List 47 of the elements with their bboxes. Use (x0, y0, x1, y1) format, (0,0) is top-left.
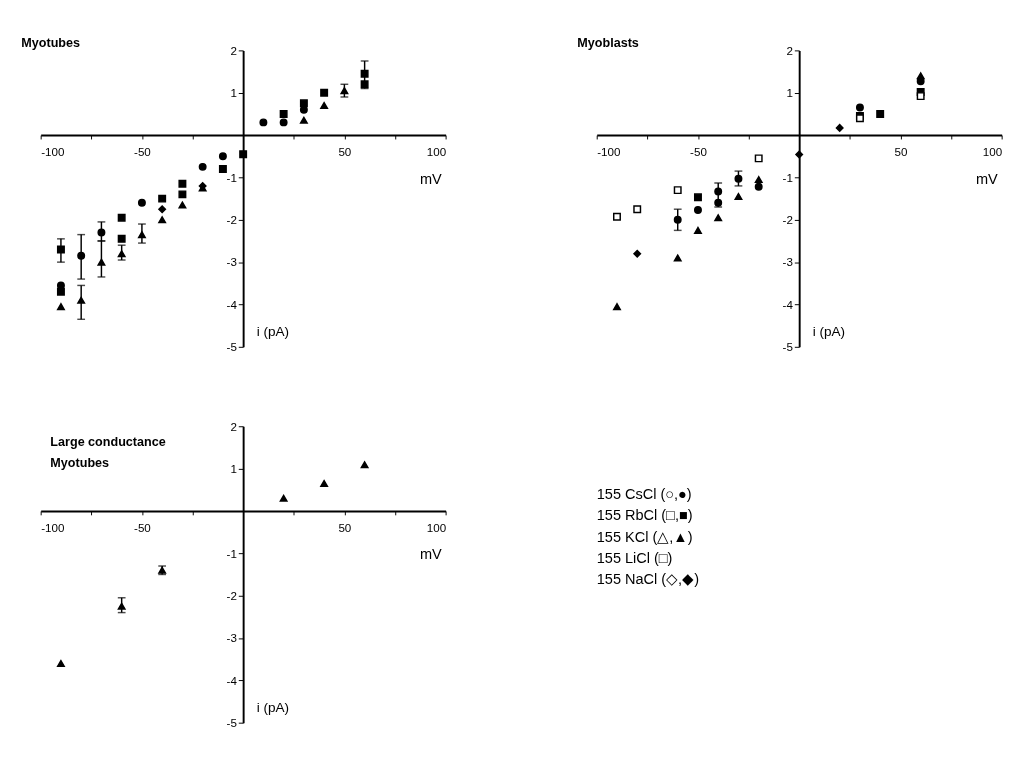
y-tick-label: 2 (786, 43, 793, 57)
x-tick-label: 50 (338, 520, 352, 534)
x-tick-label: 50 (894, 144, 908, 158)
x-axis-title: mV (419, 546, 443, 563)
x-tick-label: 50 (338, 144, 352, 158)
y-tick-label: 2 (230, 43, 237, 57)
y-tick-label: -1 (782, 170, 793, 184)
y-axis-title: i (pA) (256, 700, 290, 716)
x-tick-label: 100 (426, 144, 447, 158)
y-tick-label: -4 (226, 297, 238, 311)
text: 155 CsCl (○,●) (596, 485, 692, 502)
y-tick-label: -4 (226, 673, 238, 687)
y-tick-label: 1 (230, 86, 237, 100)
x-tick-label: 100 (982, 144, 1003, 158)
x-tick-label: -50 (134, 144, 151, 158)
text: 155 LiCl (□) (596, 549, 673, 566)
text: 155 RbCl (□,■) (596, 507, 693, 524)
y-axis-title: i (pA) (812, 324, 846, 340)
chart-title: Myoblasts (577, 35, 639, 50)
y-tick-label: -5 (226, 340, 237, 354)
y-tick-label: -1 (226, 170, 237, 184)
text: Large conductance Myotubes (50, 434, 166, 470)
x-tick-label: -100 (41, 520, 65, 534)
y-tick-label: -5 (782, 340, 793, 354)
y-axis-title: i (pA) (256, 324, 290, 340)
x-axis-title: mV (419, 170, 443, 187)
y-tick-label: -2 (782, 213, 793, 227)
x-tick-label: -50 (690, 144, 707, 158)
y-tick-label: 2 (230, 419, 237, 433)
y-tick-label: -3 (226, 255, 237, 269)
y-tick-label: -1 (226, 546, 237, 560)
y-tick-label: -4 (782, 297, 794, 311)
text: 155 KCl (△,▲) (596, 528, 693, 545)
y-tick-label: -3 (782, 255, 793, 269)
x-tick-label: -100 (597, 144, 621, 158)
x-tick-label: -100 (41, 144, 65, 158)
text: 155 NaCl (◇,◆) (596, 571, 699, 588)
chart-title: Myotubes (21, 35, 81, 50)
y-tick-label: 1 (786, 86, 793, 100)
y-tick-label: -3 (226, 631, 237, 645)
y-tick-label: 1 (230, 461, 237, 475)
x-tick-label: -50 (134, 520, 151, 534)
x-axis-title: mV (976, 170, 999, 187)
y-tick-label: -2 (226, 213, 237, 227)
x-tick-label: 100 (426, 520, 447, 534)
y-tick-label: -5 (226, 716, 237, 730)
y-tick-label: -2 (226, 589, 237, 603)
